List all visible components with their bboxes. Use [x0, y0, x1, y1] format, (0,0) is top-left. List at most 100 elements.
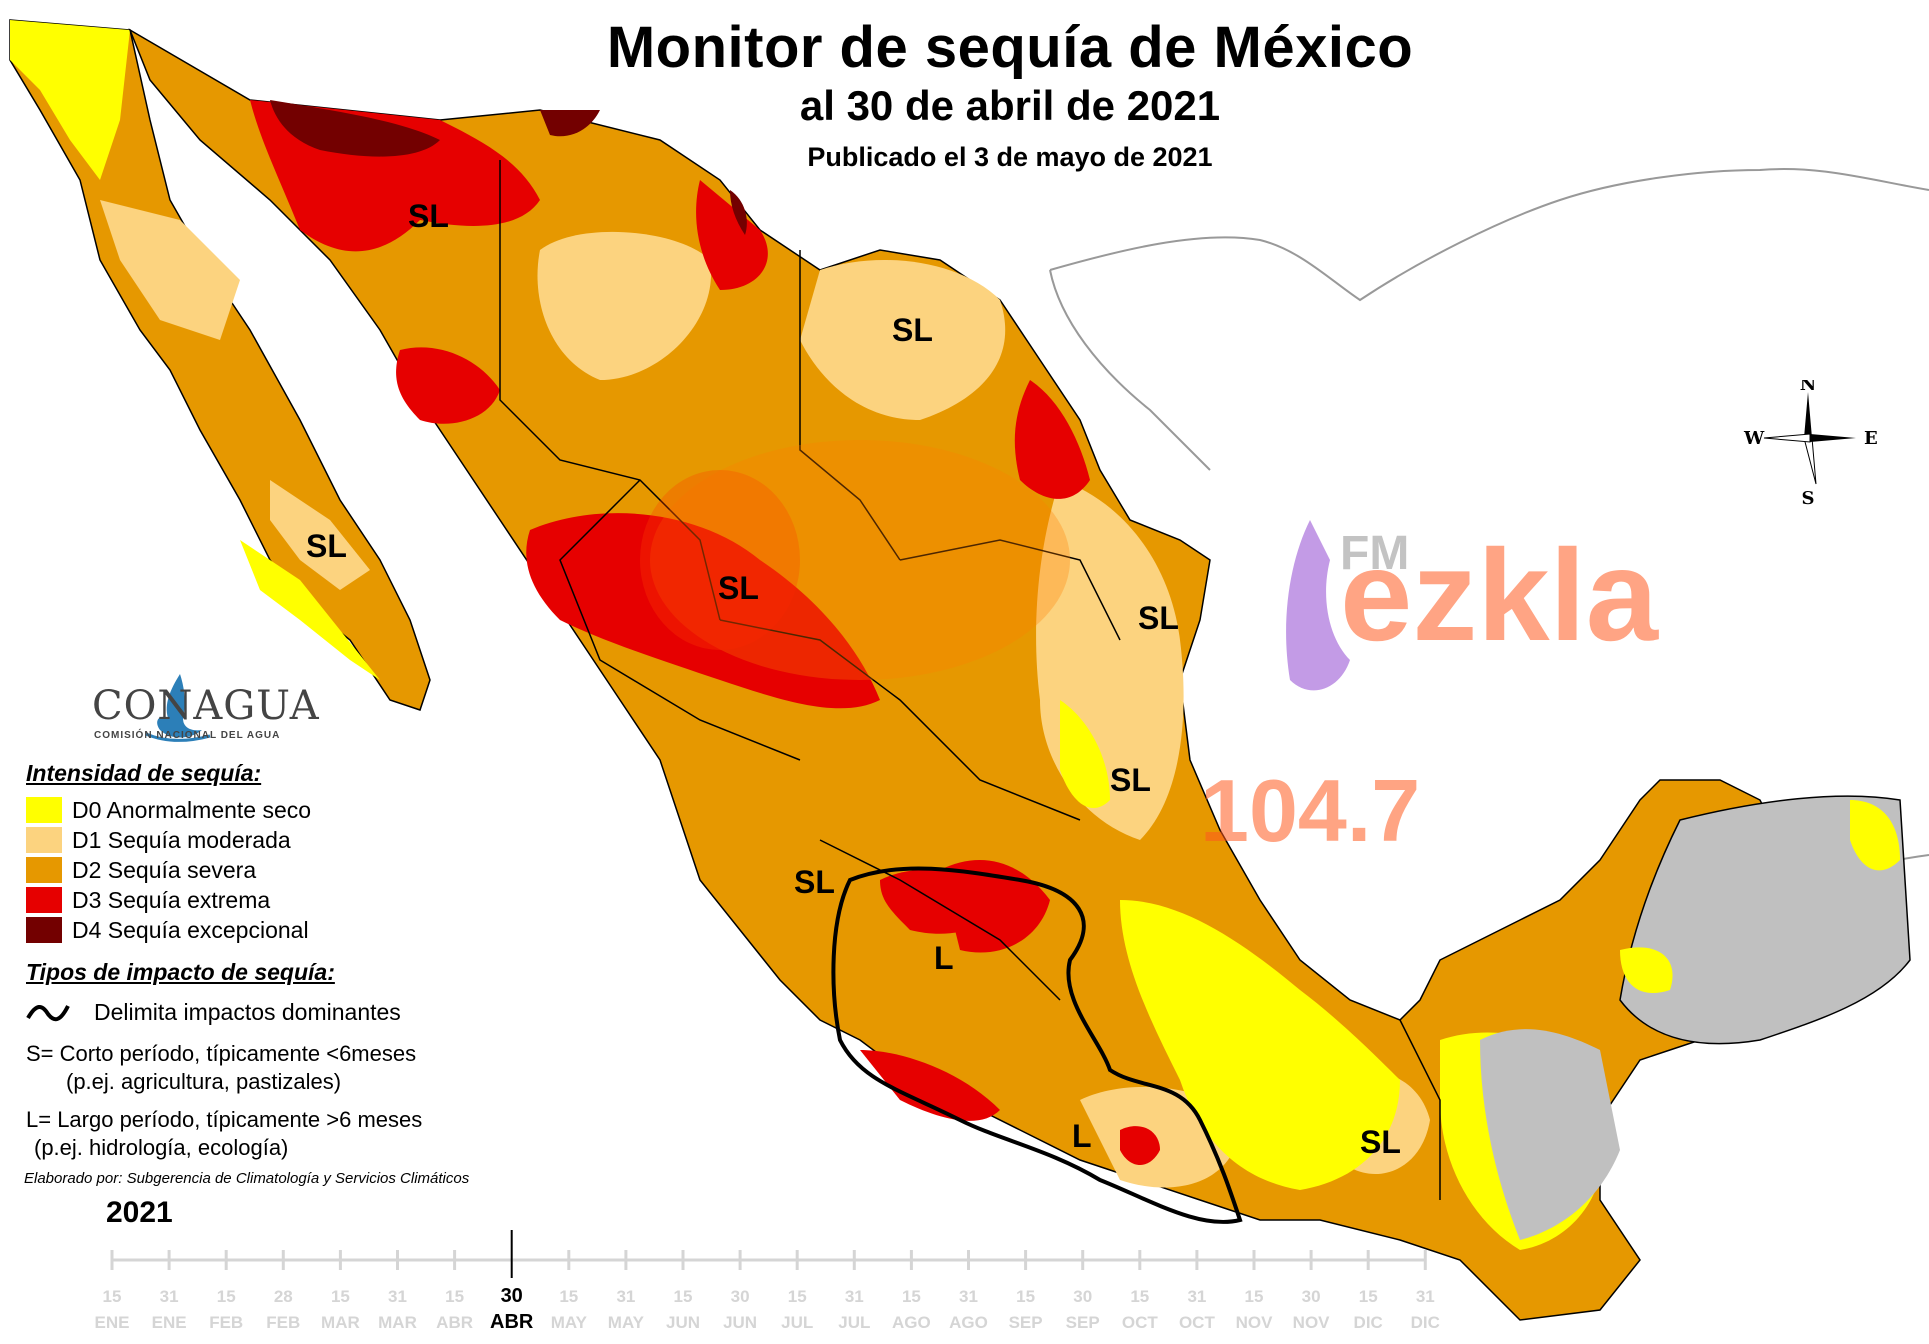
short-term-note-1: S= Corto período, típicamente <6meses	[26, 1041, 417, 1066]
impact-label: SL	[794, 864, 835, 900]
timeline-month: OCT	[1122, 1313, 1159, 1332]
legend-label: D2 Sequía severa	[72, 856, 257, 883]
timeline-month: AGO	[949, 1313, 988, 1332]
legend-swatch	[26, 887, 62, 913]
timeline-month: DIC	[1411, 1313, 1440, 1332]
timeline-day: 30	[731, 1287, 750, 1306]
timeline-day: 30	[501, 1285, 523, 1307]
map-subtitle: al 30 de abril de 2021	[799, 82, 1221, 129]
conagua-logo-icon	[145, 674, 211, 742]
impact-label: SL	[1110, 762, 1151, 798]
conagua-subtitle: COMISIÓN NACIONAL DEL AGUA	[94, 730, 281, 741]
legend-item-d2: D2 Sequía severa	[20, 855, 540, 885]
timeline-day: 15	[217, 1287, 236, 1306]
timeline-day: 31	[388, 1287, 407, 1306]
timeline-month: FEB	[266, 1313, 300, 1332]
compass-w: W	[1743, 428, 1765, 449]
timeline-month: MAR	[321, 1313, 360, 1332]
timeline-day: 15	[788, 1287, 807, 1306]
legend-label: D3 Sequía extrema	[72, 886, 271, 913]
impact-line-label: Delimita impactos dominantes	[94, 998, 401, 1025]
timeline-month: FEB	[209, 1313, 243, 1332]
intensity-heading: Intensidad de sequía:	[26, 760, 262, 786]
timeline-month: JUL	[838, 1313, 870, 1332]
timeline-month: SEP	[1066, 1313, 1100, 1332]
impact-label: SL	[1138, 600, 1179, 636]
timeline-day: 15	[559, 1287, 578, 1306]
timeline-day: 15	[1016, 1287, 1035, 1306]
impact-label: L	[934, 940, 954, 976]
impact-label: SL	[306, 528, 347, 564]
timeline-day: 15	[1130, 1287, 1149, 1306]
timeline-day: 31	[616, 1287, 635, 1306]
long-term-note-2: (p.ej. hidrología, ecología)	[34, 1135, 289, 1160]
timeline: 15 ENE 31 ENE 15 FEB 28 FEB 15 MAR 31 MAR 15 ABR 30 ABR…	[95, 1230, 1440, 1333]
timeline-month: MAY	[551, 1313, 588, 1332]
watermark-frequency: 104.7	[1200, 761, 1421, 860]
timeline-month: NOV	[1293, 1313, 1331, 1332]
compass-n: N	[1800, 380, 1816, 395]
legend-item-d0: D0 Anormalmente seco	[20, 795, 540, 825]
legend-swatch	[26, 827, 62, 853]
watermark-band: FM	[1340, 527, 1410, 580]
timeline-month: JUN	[666, 1313, 700, 1332]
timeline-day: 15	[331, 1287, 350, 1306]
timeline-month: ABR	[490, 1311, 534, 1333]
impact-label: SL	[408, 198, 449, 234]
radio-watermark	[640, 440, 1350, 691]
timeline-day: 15	[103, 1287, 122, 1306]
legend-item-d1: D1 Sequía moderada	[20, 825, 540, 855]
timeline-month: MAR	[378, 1313, 417, 1332]
timeline-day: 30	[1302, 1287, 1321, 1306]
legend-swatch	[26, 917, 62, 943]
legend-swatch	[26, 857, 62, 883]
timeline-month: MAY	[608, 1313, 645, 1332]
legend-label: D4 Sequía excepcional	[72, 916, 309, 943]
compass-rose-icon: N S E W	[1743, 380, 1878, 509]
impact-label: SL	[718, 570, 759, 606]
timeline-day: 15	[1245, 1287, 1264, 1306]
compass-e: E	[1864, 428, 1878, 449]
timeline-month: SEP	[1009, 1313, 1043, 1332]
impact-label: SL	[892, 312, 933, 348]
timeline-day: 31	[1187, 1287, 1206, 1306]
timeline-month: DIC	[1354, 1313, 1383, 1332]
credit-line: Elaborado por: Subgerencia de Climatolog…	[24, 1170, 470, 1187]
short-term-note-2: (p.ej. agricultura, pastizales)	[66, 1069, 342, 1094]
impact-line-icon	[26, 1005, 70, 1022]
baja-california	[9, 19, 431, 711]
long-term-note-1: L= Largo período, típicamente >6 meses	[26, 1107, 423, 1132]
impact-label: SL	[1360, 1124, 1401, 1160]
published-date: Publicado el 3 de mayo de 2021	[807, 142, 1213, 172]
timeline-day: 15	[902, 1287, 921, 1306]
timeline-day: 31	[1416, 1287, 1435, 1306]
watermark-brand: ezkla	[1340, 522, 1659, 668]
mainland-mexico	[128, 28, 1911, 1321]
timeline-year: 2021	[106, 1196, 173, 1229]
timeline-month: AGO	[892, 1313, 931, 1332]
timeline-day: 31	[959, 1287, 978, 1306]
impact-heading: Tipos de impacto de sequía:	[26, 959, 335, 985]
timeline-month: JUL	[781, 1313, 813, 1332]
legend-label: D1 Sequía moderada	[72, 826, 291, 853]
legend-item-d4: D4 Sequía excepcional	[20, 915, 540, 945]
timeline-day: 15	[674, 1287, 693, 1306]
map-title: Monitor de sequía de México	[606, 15, 1414, 80]
timeline-month: ABR	[436, 1313, 473, 1332]
compass-s: S	[1802, 488, 1815, 509]
impact-label: L	[1072, 1118, 1092, 1154]
timeline-day: 15	[1359, 1287, 1378, 1306]
timeline-day: 31	[845, 1287, 864, 1306]
conagua-name: CONAGUA	[92, 683, 320, 729]
timeline-day: 30	[1073, 1287, 1092, 1306]
timeline-day: 15	[445, 1287, 464, 1306]
timeline-day: 31	[160, 1287, 179, 1306]
timeline-month: NOV	[1236, 1313, 1274, 1332]
legend-item-d3: D3 Sequía extrema	[20, 885, 540, 915]
usa-coastline	[1049, 168, 1929, 302]
timeline-day: 28	[274, 1287, 293, 1306]
timeline-month: JUN	[723, 1313, 757, 1332]
timeline-month: OCT	[1179, 1313, 1216, 1332]
